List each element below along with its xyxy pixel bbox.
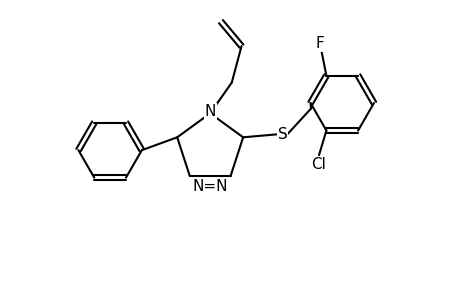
- Text: S: S: [277, 127, 287, 142]
- Text: N=N: N=N: [192, 179, 228, 194]
- Text: F: F: [315, 36, 324, 51]
- Text: Cl: Cl: [311, 157, 326, 172]
- Text: N: N: [204, 104, 215, 119]
